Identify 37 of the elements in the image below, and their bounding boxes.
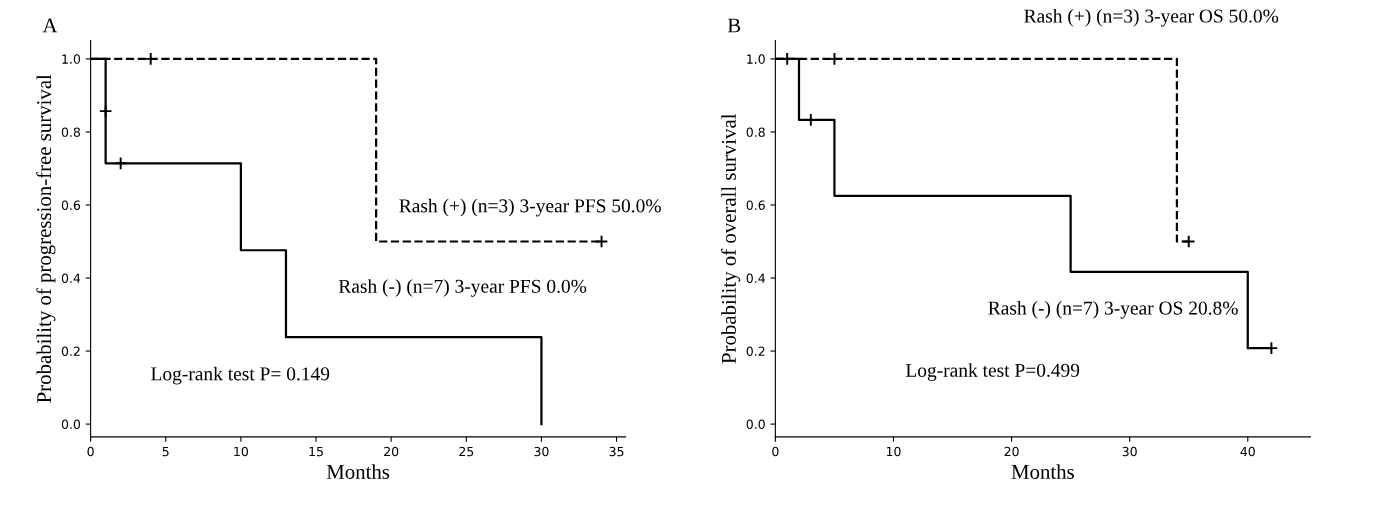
x-tick-label: 5	[162, 446, 169, 457]
y-axis-title: Probability of overall survival	[721, 113, 741, 364]
chart-title: A	[42, 18, 58, 33]
text: Rash (+) (n=3) 3-year OS 50.0%	[1024, 8, 1279, 27]
y-tick-label: 1.0	[747, 54, 765, 64]
x-tick-label: 15	[309, 446, 323, 457]
annotation: Log-rank test P= 0.149	[151, 366, 330, 385]
y-tick-label: 0.2	[61, 346, 80, 356]
y-tick-label: 0.6	[746, 200, 765, 210]
x-tick-label: 0	[772, 446, 779, 457]
x-axis-title: Months	[1011, 464, 1074, 479]
x-tick-label: 20	[384, 446, 399, 457]
annotation: Rash (-) (n=7) 3-year PFS 0.0%	[338, 279, 587, 297]
annotation: Rash (-) (n=7) 3-year OS 20.8%	[988, 300, 1238, 319]
annotation: Rash (+) (n=3) 3-year PFS 50.0%	[399, 198, 661, 217]
y-tick-label: 0.2	[746, 346, 765, 356]
y-tick-label: 0.4	[746, 273, 765, 283]
y-tick-label: 0.4	[61, 273, 81, 283]
chart-title: B	[727, 18, 741, 33]
x-tick-label: 10	[886, 446, 901, 457]
y-tick-label: 0.0	[746, 419, 765, 430]
x-axis-title: Months	[326, 464, 390, 479]
x-tick-label: 35	[609, 446, 624, 457]
y-tick-label: 0.0	[61, 419, 81, 430]
x-tick-label: 20	[1004, 446, 1019, 457]
y-axis-title: Probability of progression-free survival	[36, 74, 56, 403]
x-tick-label: 40	[1240, 446, 1255, 457]
y-tick-label: 1.0	[62, 54, 81, 64]
x-tick-label: 0	[87, 446, 94, 457]
x-tick-label: 30	[1122, 446, 1137, 457]
y-tick-label: 0.8	[61, 127, 81, 137]
x-tick-label: 30	[534, 446, 549, 457]
y-tick-label: 0.8	[746, 127, 765, 137]
x-tick-label: 25	[459, 446, 474, 457]
y-tick-label: 0.6	[61, 200, 81, 210]
x-tick-label: 10	[234, 446, 249, 457]
annotation: Log-rank test P=0.499	[905, 363, 1080, 381]
